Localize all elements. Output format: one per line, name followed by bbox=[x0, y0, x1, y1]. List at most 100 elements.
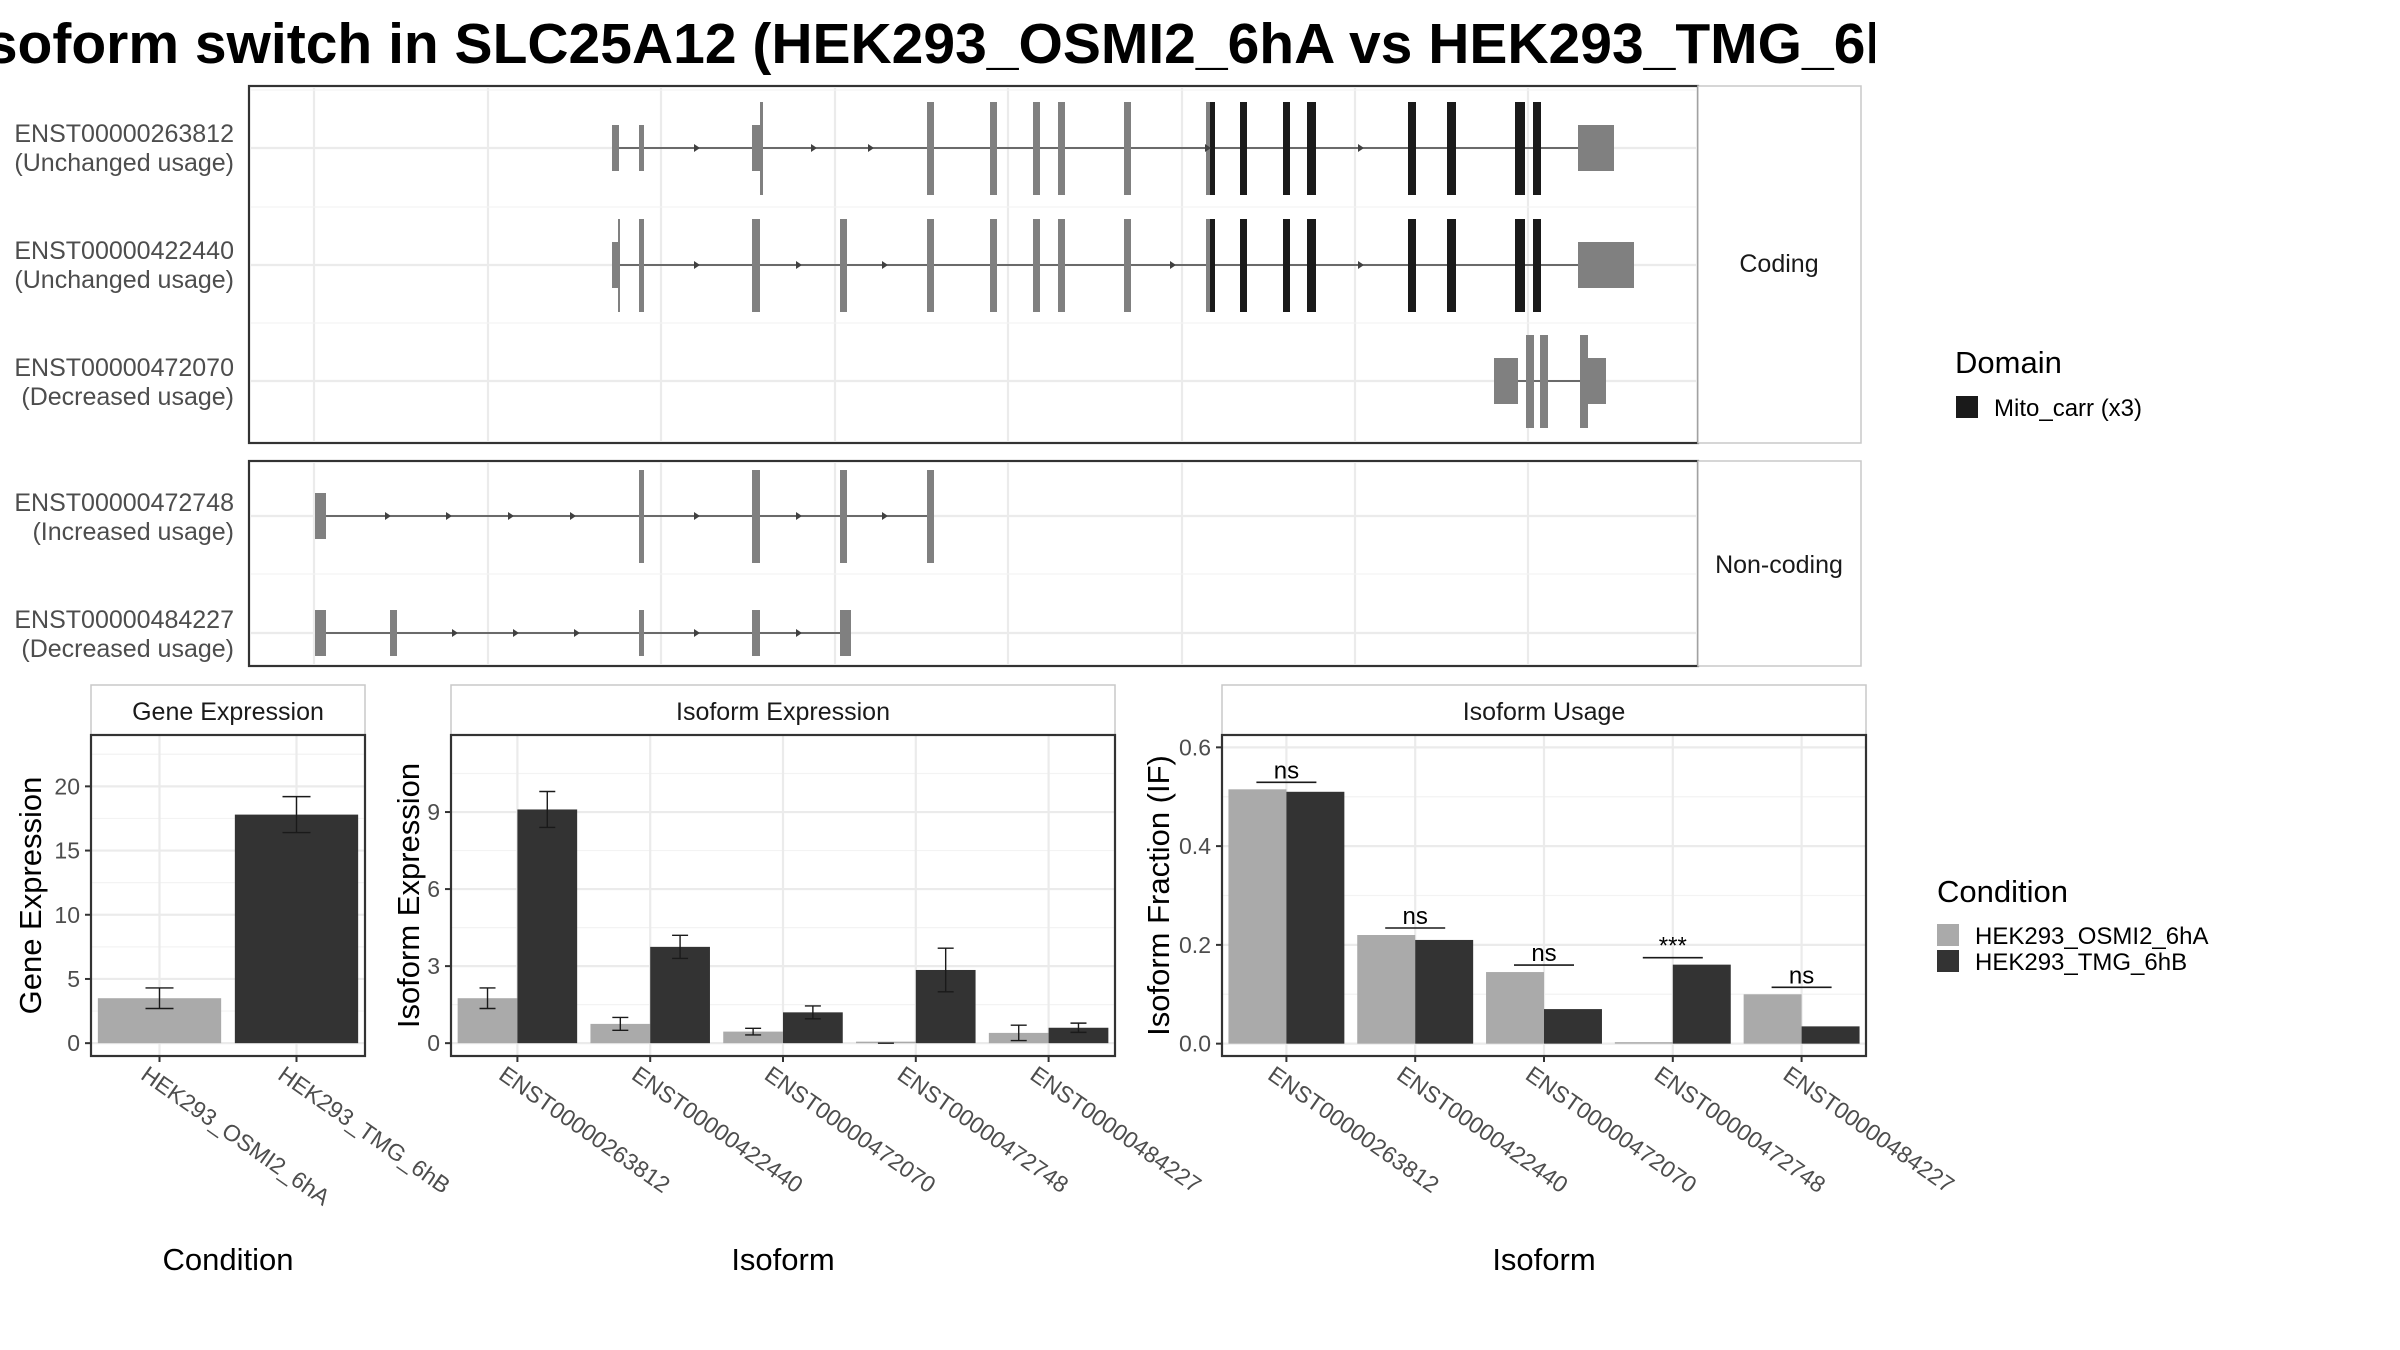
bar bbox=[1415, 939, 1474, 1044]
intron-arrows bbox=[452, 629, 802, 637]
bar bbox=[1801, 1026, 1860, 1044]
transcript-usage-label: (Unchanged usage) bbox=[14, 266, 234, 294]
significance-label: *** bbox=[1659, 933, 1687, 960]
condition-legend-label: HEK293_OSMI2_6hA bbox=[1975, 923, 2208, 950]
y-tick-label: 10 bbox=[54, 902, 80, 928]
bar bbox=[1357, 935, 1416, 1044]
condition-legend-title: Condition bbox=[1937, 874, 2068, 909]
y-tick-label: 0 bbox=[427, 1030, 440, 1056]
condition-legend-swatch-2 bbox=[1937, 950, 1959, 972]
intron-arrows bbox=[385, 512, 888, 520]
error-bar bbox=[612, 1016, 629, 1032]
significance-label: ns bbox=[1274, 757, 1299, 784]
significance-label: ns bbox=[1789, 962, 1814, 989]
y-tick-label: 3 bbox=[427, 953, 440, 979]
domain-legend-swatch bbox=[1956, 396, 1978, 418]
cds-exons bbox=[618, 219, 1210, 312]
bar bbox=[1048, 1027, 1109, 1044]
domain-legend-title: Domain bbox=[1955, 345, 2062, 380]
error-bar bbox=[672, 934, 689, 960]
error-bar bbox=[745, 1027, 762, 1036]
bar-chart-isoform-expression: Isoform Expression0369ENST00000263812ENS… bbox=[391, 684, 1206, 1277]
error-bar bbox=[282, 795, 311, 834]
y-tick-label: 20 bbox=[54, 773, 80, 799]
facet-strip bbox=[90, 684, 366, 736]
bar bbox=[234, 814, 359, 1044]
error-bar bbox=[145, 987, 174, 1010]
bar bbox=[590, 1023, 651, 1044]
transcript-id-label: ENST00000422440 bbox=[14, 237, 234, 265]
domain-legend: Domain Mito_carr (x3) bbox=[1955, 345, 2142, 422]
x-axis-title: Isoform bbox=[1492, 1242, 1595, 1277]
bar bbox=[1486, 972, 1544, 1044]
facet-strip-label: Gene Expression bbox=[132, 698, 324, 726]
significance-label: ns bbox=[1531, 940, 1556, 967]
transcript-id-label: ENST00000263812 bbox=[14, 120, 234, 148]
x-axis-title: Condition bbox=[163, 1242, 294, 1277]
transcript-id-label: ENST00000484227 bbox=[14, 606, 234, 634]
bar-charts: Gene Expression05101520HEK293_OSMI2_6hAH… bbox=[13, 684, 1959, 1277]
bar bbox=[1743, 994, 1802, 1044]
bar-chart-gene-expression: Gene Expression05101520HEK293_OSMI2_6hAH… bbox=[13, 684, 455, 1277]
bar bbox=[1614, 1042, 1673, 1044]
y-axis-title: Isoform Fraction (IF) bbox=[1141, 755, 1176, 1036]
x-axis-title: Isoform bbox=[731, 1242, 834, 1277]
bar bbox=[517, 809, 578, 1044]
bar bbox=[1672, 964, 1731, 1044]
bar bbox=[856, 1041, 916, 1044]
bar bbox=[1544, 1009, 1602, 1044]
error-bar bbox=[1070, 1022, 1087, 1034]
transcript-id-label: ENST00000472070 bbox=[14, 354, 234, 382]
error-bar bbox=[479, 987, 496, 1010]
facet-strip bbox=[450, 684, 1116, 736]
error-bar bbox=[804, 1005, 821, 1020]
y-tick-label: 15 bbox=[54, 838, 80, 864]
coding-facet-strip bbox=[1697, 85, 1862, 444]
transcript-row-ENST00000484227 bbox=[315, 610, 851, 656]
transcript-usage-label: (Unchanged usage) bbox=[14, 149, 234, 177]
bar bbox=[1286, 791, 1345, 1044]
domain-legend-label: Mito_carr (x3) bbox=[1994, 395, 2142, 422]
facet-strip-label: Isoform Expression bbox=[676, 698, 890, 726]
y-tick-label: 0.6 bbox=[1179, 734, 1211, 760]
y-tick-label: 0.4 bbox=[1179, 833, 1211, 859]
condition-legend-swatch-1 bbox=[1937, 924, 1959, 946]
bar bbox=[1228, 789, 1287, 1044]
transcript-labels: ENST00000263812 (Unchanged usage) ENST00… bbox=[14, 120, 234, 663]
transcript-row-ENST00000472070 bbox=[1494, 335, 1606, 428]
error-bar bbox=[937, 947, 954, 993]
y-tick-label: 5 bbox=[67, 966, 80, 992]
noncoding-exons bbox=[1494, 335, 1606, 428]
y-axis-title: Gene Expression bbox=[13, 777, 48, 1015]
significance-label: ns bbox=[1403, 903, 1428, 930]
y-axis-title: Isoform Expression bbox=[391, 763, 426, 1028]
noncoding-structure-panel: Non-coding bbox=[247, 459, 1862, 668]
transcript-id-label: ENST00000472748 bbox=[14, 489, 234, 517]
noncoding-facet-strip bbox=[1697, 460, 1862, 667]
y-tick-label: 6 bbox=[427, 876, 440, 902]
condition-legend-label: HEK293_TMG_6hB bbox=[1975, 949, 2187, 976]
y-tick-label: 0 bbox=[67, 1030, 80, 1056]
y-tick-label: 0.0 bbox=[1179, 1031, 1211, 1057]
y-tick-label: 9 bbox=[427, 799, 440, 825]
coding-structure-panel: Coding bbox=[247, 84, 1862, 445]
condition-legend: Condition HEK293_OSMI2_6hA HEK293_TMG_6h… bbox=[1937, 874, 2208, 976]
noncoding-exons bbox=[612, 125, 1614, 171]
bar bbox=[723, 1031, 783, 1044]
transcript-usage-label: (Increased usage) bbox=[32, 518, 234, 546]
facet-strip-label: Isoform Usage bbox=[1463, 698, 1626, 726]
transcript-row-ENST00000422440 bbox=[612, 219, 1634, 312]
noncoding-panel-border bbox=[247, 459, 1700, 668]
error-bar bbox=[1010, 1024, 1027, 1042]
transcript-row-ENST00000263812 bbox=[612, 102, 1614, 195]
transcript-row-ENST00000472748 bbox=[315, 470, 934, 563]
mito-carr-domain-exons bbox=[1210, 219, 1541, 312]
transcript-usage-label: (Decreased usage) bbox=[21, 383, 234, 411]
transcript-usage-label: (Decreased usage) bbox=[21, 635, 234, 663]
intron-arrows bbox=[694, 261, 1364, 269]
plot-title: Isoform switch in SLC25A12 (HEK293_OSMI2… bbox=[0, 12, 1875, 76]
mito-carr-domain-exons bbox=[1210, 102, 1541, 195]
noncoding-exons bbox=[612, 242, 1634, 288]
